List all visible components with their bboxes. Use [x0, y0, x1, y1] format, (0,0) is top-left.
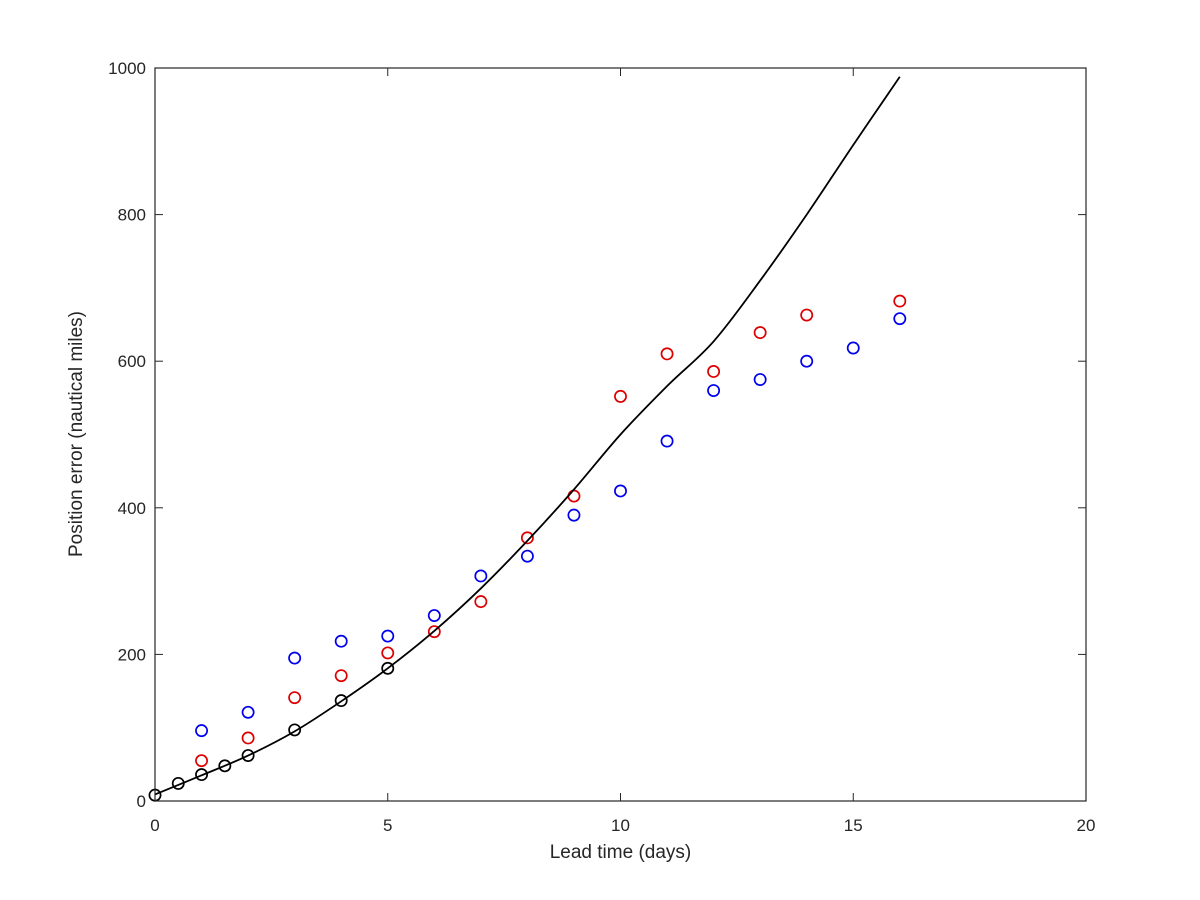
- data-point-series-1: [195, 724, 208, 738]
- data-point-series-2: [893, 294, 907, 308]
- data-point-series-1: [614, 484, 627, 498]
- y-tick-label: 400: [118, 499, 146, 518]
- y-axis-label: Position error (nautical miles): [66, 311, 87, 557]
- fit-curve-line: [154, 76, 901, 796]
- x-tick-label: 0: [150, 816, 159, 835]
- data-point-series-1: [334, 634, 348, 648]
- data-point-series-1: [427, 609, 441, 623]
- data-point-series-2: [334, 669, 348, 683]
- data-point-series-2: [707, 365, 721, 378]
- x-tick-label: 10: [611, 816, 630, 835]
- data-point-series-3: [218, 759, 232, 773]
- data-point-series-3: [195, 768, 208, 782]
- data-point-series-1: [660, 434, 674, 448]
- data-point-series-3: [334, 694, 348, 708]
- data-point-series-1: [707, 384, 721, 397]
- y-tick-label: 1000: [108, 59, 146, 78]
- x-tick-label: 5: [383, 816, 392, 835]
- data-point-series-1: [520, 549, 534, 563]
- data-point-series-1: [288, 651, 302, 665]
- data-point-series-1: [753, 373, 767, 386]
- data-point-series-2: [195, 754, 208, 768]
- data-point-series-1: [846, 341, 860, 355]
- data-point-series-3: [288, 723, 302, 737]
- data-point-series-1: [474, 569, 488, 583]
- y-tick-label: 800: [118, 206, 146, 225]
- data-point-series-2: [381, 646, 395, 660]
- x-tick-label: 15: [844, 816, 863, 835]
- data-point-series-3: [381, 661, 395, 675]
- data-marks: [148, 76, 907, 802]
- axes-box: [154, 67, 1087, 802]
- data-point-series-1: [241, 705, 255, 719]
- y-tick-label: 200: [118, 645, 146, 664]
- data-point-series-2: [241, 731, 255, 745]
- data-point-series-2: [288, 691, 302, 705]
- data-point-series-2: [800, 308, 814, 322]
- x-axis-label: Lead time (days): [550, 842, 692, 863]
- data-point-series-2: [753, 326, 767, 340]
- data-point-series-1: [800, 354, 814, 368]
- data-point-series-1: [893, 312, 907, 326]
- data-point-series-2: [614, 389, 627, 403]
- x-tick-label: 20: [1077, 816, 1096, 835]
- data-point-series-2: [660, 347, 674, 361]
- y-tick-label: 0: [137, 792, 146, 811]
- data-point-series-2: [520, 531, 534, 545]
- y-tick-label: 600: [118, 352, 146, 371]
- data-point-series-2: [474, 595, 488, 609]
- data-point-series-1: [381, 629, 395, 643]
- data-point-series-2: [427, 625, 441, 639]
- data-point-series-3: [241, 749, 255, 763]
- data-point-series-1: [567, 508, 581, 522]
